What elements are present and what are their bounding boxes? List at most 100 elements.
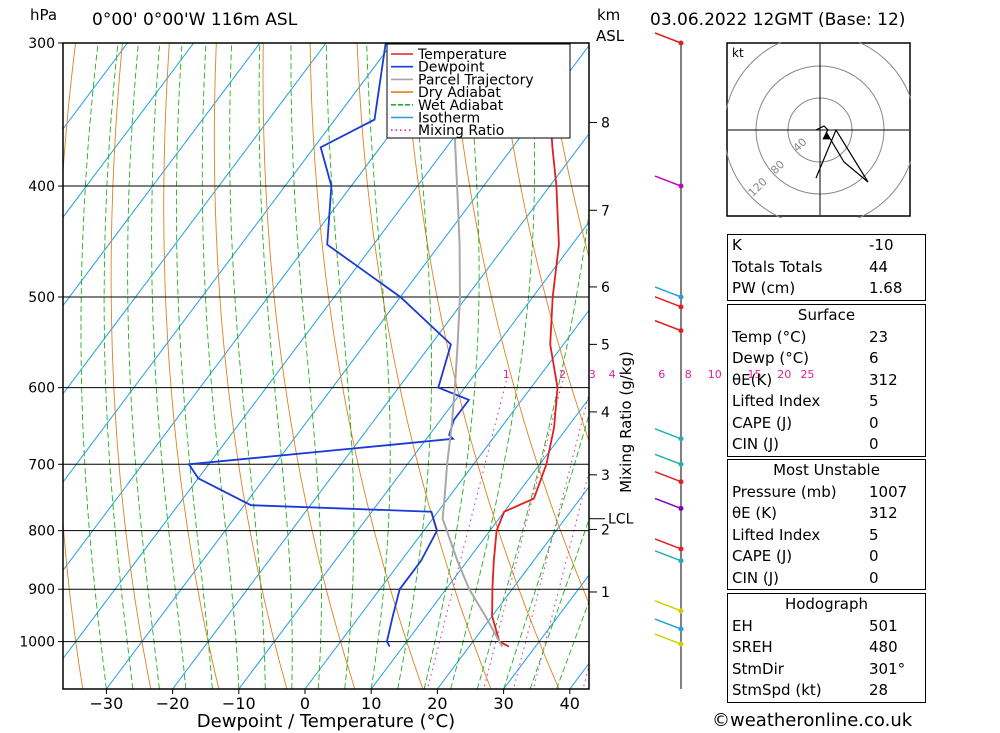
lcl-label: LCL [608,512,634,528]
mixing-ratio-tick-label: 25 [800,368,814,381]
dewpoint-line [187,43,471,648]
asl-unit-label: ASL [596,27,625,45]
wet-adiabat-line [290,43,322,689]
wind-barb [654,497,682,510]
wind-point [678,183,684,189]
isotherm-line [63,43,327,395]
legend-item-label: Dewpoint [418,60,485,76]
hodograph-title: Hodograph [784,595,869,613]
wind-point [678,505,684,511]
legend-item-label: Mixing Ratio [418,123,504,139]
isotherm-line [63,43,261,307]
pressure-tick-label: 400 [28,179,55,195]
wind-point [678,304,684,310]
isotherm-line [63,43,195,219]
copyright-label: ©weatheronline.co.uk [712,710,913,731]
wet-adiabat-line [325,43,355,689]
wet-adiabat-line [556,599,589,689]
most-unstable-table: Most Unstable Pressure (mb) 1007 θE (K) 31… [727,459,926,590]
wet-adiabat-line [476,209,589,689]
km-tick-label: 6 [601,280,610,296]
pressure-tick-label: 800 [28,524,55,540]
legend-item-label: Parcel Trajectory [418,72,534,88]
pressure-tick-label: 600 [28,381,55,397]
location-label: 0°00' 0°00'W 116m ASL [92,10,298,30]
surface-title: Surface [797,306,856,324]
wind-point [678,479,684,485]
km-tick-label: 7 [601,203,610,219]
table-row: Temp (°C) 23 [732,327,889,346]
isotherm-line [63,43,459,572]
table-row: Pressure (mb) 1007 [732,482,908,501]
surface-table: Surface Temp (°C) 23 Dewp (°C) 6 θE(K) 312 … [727,304,926,457]
km-tick-label: 5 [601,337,610,353]
isotherm-line [503,574,589,689]
mixing-ratio-tick-label: 8 [685,368,692,381]
legend-box [386,43,571,139]
wind-barb [654,633,682,645]
legend-item-label: Temperature [417,47,507,63]
wet-adiabat-line [175,43,213,689]
mixing-ratio-tick-label: 15 [747,368,761,381]
hodograph-table: Hodograph EH 501 SREH 480 StmDir 301° StmSp… [727,593,926,703]
x-tick-label: −30 [90,694,124,713]
pressure-tick-label: 900 [28,582,55,598]
dry-adiabat-line [163,43,220,689]
most-unstable-title: Most Unstable [773,461,880,479]
legend-item-label: Isotherm [418,111,480,127]
dry-adiabat-line [544,43,589,260]
isotherm-line [436,486,589,689]
km-tick-label: 4 [601,405,610,421]
legend-item-label: Wet Adiabat [418,98,504,114]
indices-table: K -10 Totals Totals 44 PW (cm) 1.68 [727,234,926,301]
wind-point [678,641,684,647]
table-row: Dewp (°C) 6 [732,349,879,367]
isotherm-line [63,43,393,483]
datetime-label: 03.06.2022 12GMT (Base: 12) [650,10,906,30]
dry-adiabat-line [920,43,1000,689]
wind-point [678,40,684,46]
table-row: Lifted Index 5 [732,525,879,544]
wind-point [678,461,684,467]
x-tick-label: 30 [493,694,513,713]
wind-point [678,436,684,442]
table-row: CIN (J) 0 [732,568,879,587]
hodograph-unit-label: kt [732,46,744,60]
km-tick-label: 2 [601,522,610,538]
table-row: StmDir 301° [732,659,906,678]
plot-frame [62,42,590,690]
wind-point [678,328,684,334]
x-tick-label: 0 [300,694,310,713]
mixing-ratio-line [426,380,507,689]
mixing-ratio-line [513,391,589,689]
wind-barb [654,32,682,44]
km-tick-label: 3 [601,468,610,484]
hodograph-trace [815,125,869,183]
x-tick-label: −20 [156,694,190,713]
mixing-ratio-tick-label: 1 [503,368,510,381]
wind-barb [654,286,682,298]
km-tick-label: 1 [601,585,610,601]
isotherm-line [106,44,589,689]
table-row: CIN (J) 0 [732,435,879,453]
wet-adiabat-line [103,43,134,689]
table-row: θE(K) 312 [732,370,898,389]
mixing-ratio-tick-label: 3 [589,368,596,381]
wet-adiabat-line [201,43,240,689]
x-axis-label: Dewpoint / Temperature (°C) [197,711,455,732]
dry-adiabat-line [497,43,589,443]
table-row: EH 501 [732,616,898,635]
mixing-ratio-axis-label: Mixing Ratio (g/kg) [617,351,635,493]
wind-point [678,626,684,632]
table-row: Totals Totals 44 [732,257,889,276]
wet-adiabat-line [529,517,589,689]
dry-adiabat-line [63,43,84,689]
wet-adiabat-line [80,43,107,689]
wind-point [678,294,684,300]
dry-adiabat-line [967,43,1000,689]
storm-motion-marker [822,131,831,140]
legend-item-label: Dry Adiabat [418,85,501,101]
x-tick-label: 10 [361,694,381,713]
dry-adiabat-line [213,43,288,689]
